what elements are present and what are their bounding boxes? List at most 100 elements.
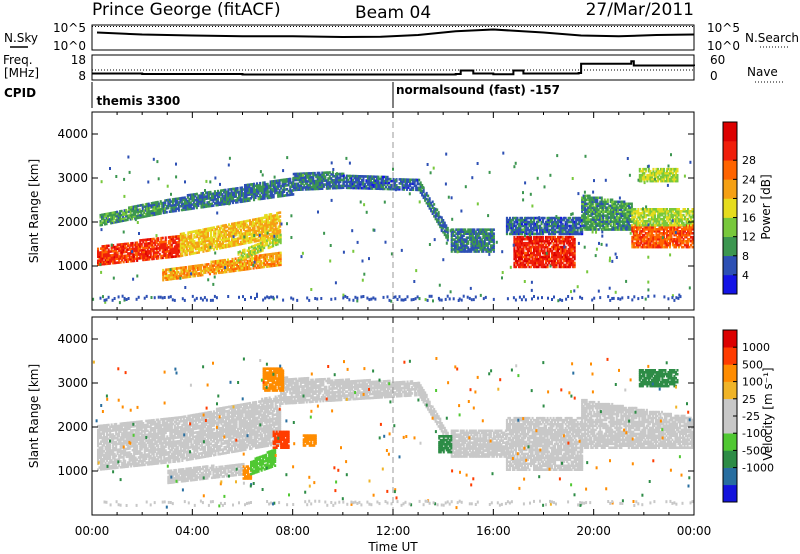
data-cell [270, 219, 273, 222]
data-cell [519, 232, 522, 236]
data-cell [279, 211, 282, 214]
data-cell [531, 263, 534, 267]
data-cell [540, 235, 543, 239]
data-cell [519, 259, 522, 263]
data-cell [166, 254, 169, 257]
data-cell [533, 235, 536, 239]
data-cell [140, 213, 143, 217]
data-cell [600, 196, 603, 200]
data-cell [464, 240, 467, 243]
data-cell [242, 266, 245, 269]
data-cell [637, 245, 640, 249]
data-cell [482, 246, 485, 249]
data-cell [531, 251, 534, 255]
data-cell [581, 210, 584, 213]
data-cell [440, 218, 443, 221]
data-cell [248, 199, 251, 202]
data-cell [368, 187, 371, 190]
data-cell [267, 238, 270, 242]
data-cell [168, 268, 171, 271]
data-cell [109, 258, 112, 261]
data-cell [325, 187, 328, 190]
data-cell [480, 232, 483, 235]
data-cell [485, 242, 488, 245]
data-cell [576, 226, 579, 230]
data-cell [546, 228, 549, 232]
data-cell [152, 203, 155, 207]
data-cell [635, 235, 638, 239]
data-cell [210, 266, 213, 270]
data-cell [183, 274, 186, 277]
data-cell [525, 232, 528, 236]
data-cell [208, 249, 211, 252]
data-cell [242, 264, 245, 267]
data-cell [283, 186, 286, 189]
data-cell [119, 210, 122, 213]
data-cell [551, 245, 554, 249]
data-cell [566, 261, 569, 265]
data-cell [600, 220, 603, 223]
data-cell [564, 263, 567, 267]
data-cell [561, 232, 564, 236]
data-cell [650, 235, 653, 239]
data-cell [273, 260, 276, 263]
data-cell [274, 191, 277, 195]
data-cell [240, 221, 243, 224]
data-cell [325, 173, 328, 176]
data-cell [609, 198, 612, 202]
data-cell [209, 240, 212, 244]
data-cell [182, 202, 185, 206]
data-cell [525, 222, 528, 226]
data-cell [431, 200, 434, 204]
data-cell [268, 213, 271, 216]
data-cell [428, 197, 431, 200]
data-cell [546, 220, 549, 224]
data-cell [268, 194, 271, 198]
data-cell [190, 230, 193, 234]
data-cell [629, 228, 632, 231]
data-cell [110, 219, 113, 223]
data-cell [525, 218, 528, 222]
data-cell [309, 185, 312, 189]
data-cell [257, 264, 260, 268]
data-cell [627, 204, 630, 208]
data-cell [450, 232, 453, 235]
data-cell [272, 260, 275, 264]
data-cell [488, 242, 491, 245]
data-cell [507, 218, 510, 222]
data-cell [337, 176, 340, 180]
data-cell [232, 191, 235, 195]
data-cell [255, 243, 258, 247]
data-cell [573, 239, 576, 243]
data-cell [181, 242, 184, 245]
data-cell [104, 262, 107, 266]
data-cell [265, 187, 268, 190]
data-cell [110, 260, 113, 263]
data-cell [165, 272, 168, 276]
data-cell [140, 250, 143, 254]
data-cell [104, 215, 107, 218]
data-cell [637, 228, 640, 231]
data-cell [107, 212, 110, 216]
data-cell [141, 205, 144, 209]
data-cell [186, 271, 189, 275]
data-cell [519, 257, 522, 261]
data-cell [549, 228, 552, 232]
data-cell [247, 197, 250, 200]
data-cell [551, 228, 554, 232]
data-cell [546, 230, 549, 234]
data-cell [152, 253, 155, 257]
data-cell [161, 205, 164, 209]
data-cell [537, 251, 540, 255]
data-cell [471, 244, 474, 247]
data-cell [516, 261, 519, 265]
data-cell [519, 220, 522, 224]
data-cell [640, 239, 643, 243]
data-cell [265, 213, 268, 217]
data-cell [210, 268, 213, 272]
data-cell [213, 194, 216, 197]
data-cell [175, 243, 178, 246]
data-cell [292, 181, 295, 184]
data-cell [281, 178, 284, 182]
data-cell [585, 194, 588, 198]
